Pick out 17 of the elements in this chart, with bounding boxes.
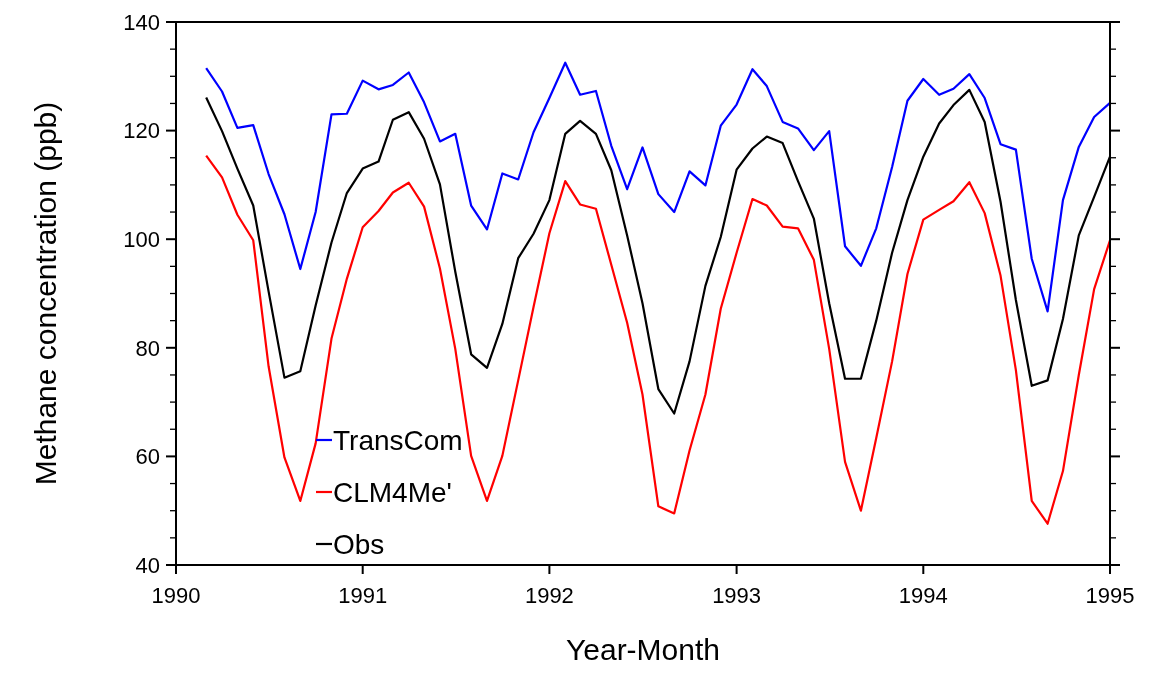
y-tick-label: 120 — [123, 118, 160, 144]
y-tick-label: 140 — [123, 9, 160, 35]
x-tick-label: 1991 — [338, 583, 388, 608]
y-tick-label: 60 — [135, 444, 160, 470]
y-tick-label: 40 — [135, 552, 160, 578]
x-axis-title: Year-Month — [566, 633, 720, 666]
y-axis-title: Methane concentration (ppb) — [29, 101, 62, 486]
y-tick-label: 100 — [123, 226, 160, 252]
x-tick-label: 1993 — [712, 583, 762, 608]
x-tick-label: 1995 — [1085, 583, 1135, 608]
legend-label: TransCom — [333, 424, 463, 456]
legend-label: CLM4Me' — [333, 476, 452, 508]
x-tick-label: 1990 — [151, 583, 201, 608]
x-tick-label: 1992 — [524, 583, 574, 608]
legend-label: Obs — [333, 528, 385, 560]
y-tick-label: 80 — [135, 335, 160, 361]
x-tick-label: 1994 — [898, 583, 948, 608]
